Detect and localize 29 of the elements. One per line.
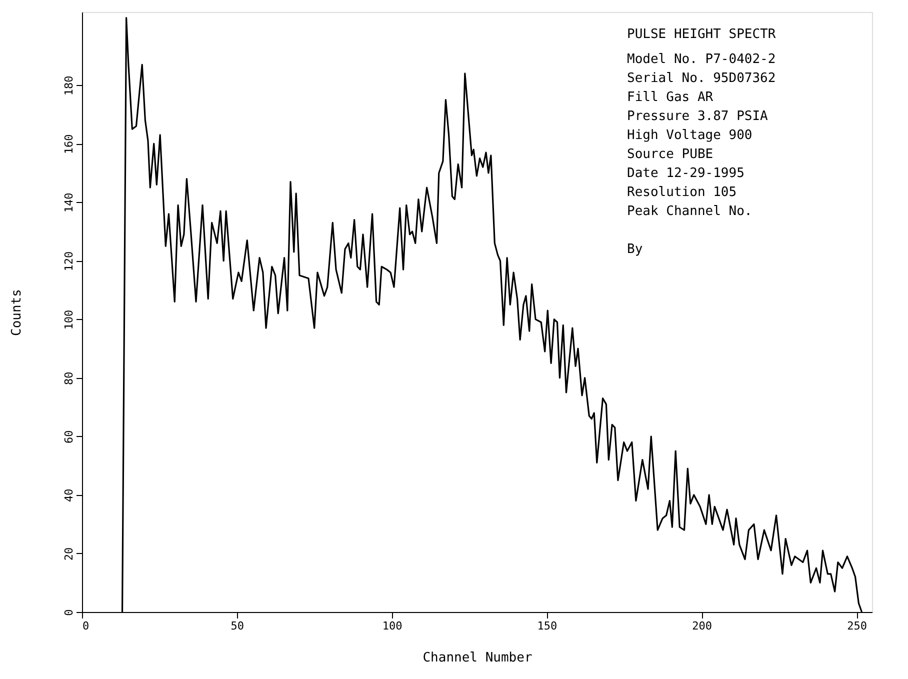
annotation: Source PUBE — [627, 147, 714, 162]
annotation: Fill Gas AR — [627, 90, 714, 105]
y-axis-title: Counts — [10, 289, 24, 336]
x-axis-title: Channel Number — [422, 650, 532, 666]
y-tick-label: 20 — [62, 547, 76, 561]
y-tick-label: 120 — [62, 251, 76, 272]
annotation: High Voltage 900 — [627, 128, 752, 143]
y-tick-label: 140 — [62, 192, 76, 213]
x-tick-label: 250 — [847, 620, 867, 632]
y-tick-label: 0 — [62, 609, 76, 616]
x-tick-label: 150 — [537, 620, 558, 632]
annotation: By — [627, 242, 643, 257]
y-tick-label: 160 — [62, 134, 76, 154]
annotation: Model No. P7-0402-2 — [627, 52, 776, 67]
y-tick-label: 80 — [62, 372, 76, 385]
x-tick-label: 50 — [230, 620, 244, 632]
x-tick-label: 200 — [692, 620, 712, 632]
y-tick-label: 40 — [62, 488, 76, 502]
y-tick-label: 60 — [62, 430, 76, 444]
annotation: Resolution 105 — [627, 185, 737, 200]
y-tick-label: 100 — [62, 310, 76, 330]
annotation: Pressure 3.87 PSIA — [627, 109, 768, 124]
annotation: Peak Channel No. — [627, 204, 752, 219]
x-tick-label: 0 — [82, 620, 90, 632]
annotation: Serial No. 95D07362 — [627, 71, 776, 86]
y-tick-label: 180 — [62, 76, 76, 96]
annotation: Date 12-29-1995 — [627, 166, 744, 181]
x-tick-label: 100 — [382, 620, 402, 632]
annotation: PULSE HEIGHT SPECTR — [627, 27, 776, 42]
